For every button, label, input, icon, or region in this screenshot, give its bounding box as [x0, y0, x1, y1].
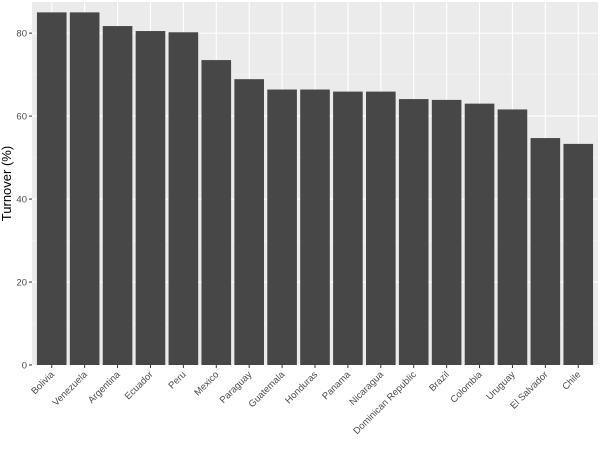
x-tick-label: Honduras — [283, 369, 320, 406]
x-tick-label: Panama — [320, 369, 353, 402]
y-tick-label: 60 — [16, 112, 27, 123]
y-tick-label: 80 — [16, 29, 27, 40]
x-tick-label: Chile — [560, 369, 583, 392]
bar-nicaragua — [366, 91, 396, 366]
bar-paraguay — [234, 79, 264, 366]
x-tick-label: Venezuela — [51, 369, 91, 409]
x-tick-label: Ecuador — [123, 369, 156, 402]
y-tick-label: 20 — [16, 278, 27, 289]
y-axis: 0 20 40 60 80 — [16, 29, 32, 372]
bar-brazil — [431, 99, 462, 366]
x-tick-label: Peru — [167, 369, 189, 391]
bar-venezuela — [69, 12, 100, 365]
bar-peru — [168, 32, 199, 365]
bar-honduras — [300, 89, 330, 366]
bar-el-salvador — [530, 138, 561, 365]
x-tick-label: Dominican Republic — [351, 369, 419, 437]
x-tick-label: Uruguay — [484, 369, 517, 402]
bar-mexico — [201, 60, 232, 366]
x-tick-label: Guatemala — [247, 369, 288, 410]
bar-guatemala — [267, 89, 297, 366]
x-tick-label: Bolivia — [29, 369, 57, 397]
bar-argentina — [102, 26, 133, 366]
bar-ecuador — [135, 31, 166, 365]
x-tick-label: Colombia — [448, 369, 485, 406]
y-tick-label: 0 — [22, 361, 27, 372]
x-tick-label: Brazil — [427, 369, 452, 394]
bar-panama — [333, 91, 363, 366]
x-tick-label: Argentina — [86, 369, 123, 406]
y-tick-label: 40 — [16, 195, 27, 206]
bar-colombia — [464, 103, 495, 365]
y-axis-title: Turnover (%) — [0, 146, 14, 221]
bar-chile — [563, 143, 594, 365]
bar-uruguay — [497, 109, 528, 365]
bar-dominican-republic — [398, 99, 429, 365]
bar-bolivia — [36, 12, 67, 365]
x-tick-label: Mexico — [192, 369, 221, 398]
bars — [36, 12, 594, 366]
